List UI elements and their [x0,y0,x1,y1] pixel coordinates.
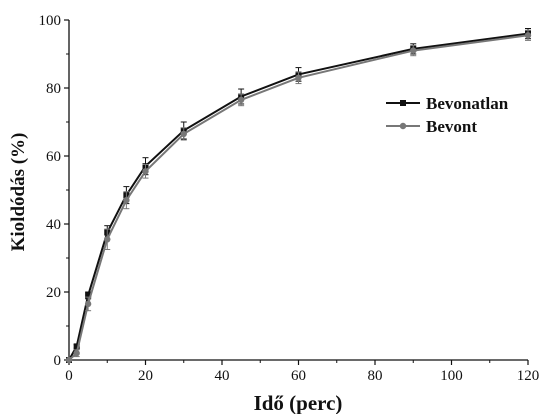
data-point [84,300,92,308]
data-point [123,197,130,204]
x-tick-label: 120 [517,368,540,384]
y-axis-title: Kioldódás (%) [8,133,29,252]
y-tick-label: 80 [46,81,61,97]
data-point [180,130,187,138]
legend-marker [399,122,407,130]
x-tick-label: 20 [138,368,153,384]
x-tick-label: 80 [368,368,383,384]
x-tick-label: 0 [65,368,73,384]
x-tick-label: 100 [440,368,463,384]
data-point [142,168,149,175]
data-point [85,292,92,299]
x-axis-title: Idő (perc) [254,391,343,414]
y-tick-label: 20 [46,285,61,301]
legend-label: Bevont [426,117,477,136]
data-point [104,236,111,243]
data-point [524,32,532,39]
data-point [410,47,417,54]
x-tick-label: 60 [291,368,306,384]
legend-marker [400,100,406,106]
ticks: 0 20 40 60 80 100 0 20 40 60 80 100 120 [39,13,540,384]
legend-entry-bevont: Bevont [386,117,477,136]
series [65,28,532,364]
series-bevont [65,29,532,364]
data-point [65,356,73,364]
y-tick-label: 100 [39,13,62,29]
data-point [73,343,80,350]
data-point [73,350,80,357]
data-point [295,74,302,82]
y-tick-label: 0 [54,353,62,369]
x-tick-label: 40 [215,368,230,384]
data-point [237,96,245,104]
legend-label: Bevonatlan [426,94,509,113]
legend-entry-bevonatlan: Bevonatlan [386,94,509,113]
legend: Bevonatlan Bevont [386,94,509,136]
y-tick-label: 40 [46,217,61,233]
y-tick-label: 60 [46,149,61,165]
